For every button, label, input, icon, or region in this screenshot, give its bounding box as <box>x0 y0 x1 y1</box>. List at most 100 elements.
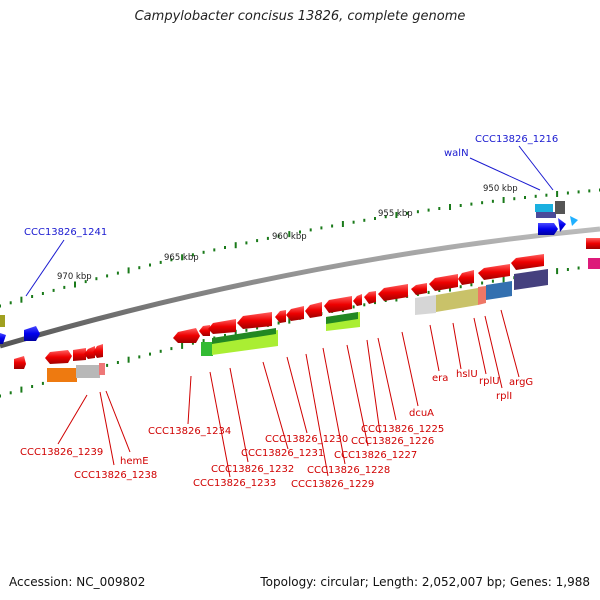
scale-minor-tick <box>309 228 312 232</box>
gene-label-heme[interactable]: hemE <box>120 456 149 467</box>
scale-minor-tick <box>224 246 226 249</box>
scale-minor-tick <box>31 385 34 388</box>
gene-feature[interactable] <box>536 212 556 218</box>
scale-major-tick <box>20 386 23 393</box>
scale-major-tick <box>181 342 184 349</box>
reverse-gene[interactable] <box>586 238 600 249</box>
reverse-gene[interactable] <box>45 350 72 364</box>
scale-minor-tick <box>470 283 473 287</box>
gene-label-ccc13826-1227[interactable]: CCC13826_1227 <box>334 450 417 461</box>
scale-major-tick <box>395 212 398 218</box>
reverse-gene[interactable] <box>84 346 95 359</box>
gene-feature[interactable] <box>212 328 276 344</box>
scale-minor-tick <box>256 326 259 330</box>
reverse-gene[interactable] <box>208 319 236 334</box>
gene-label-ccc13826-1230[interactable]: CCC13826_1230 <box>265 434 348 445</box>
leader-lines <box>25 145 554 478</box>
reverse-gene[interactable] <box>237 312 272 329</box>
gene-label-ccc13826-1233[interactable]: CCC13826_1233 <box>193 478 276 489</box>
gene-feature[interactable] <box>555 201 565 214</box>
reverse-gene[interactable] <box>458 270 474 285</box>
reverse-gene[interactable] <box>364 291 376 304</box>
reverse-gene[interactable] <box>353 294 362 306</box>
reverse-gene[interactable] <box>173 328 200 343</box>
gene-label-ccc13826-1238[interactable]: CCC13826_1238 <box>74 470 157 481</box>
gene-label-ccc13826-1234[interactable]: CCC13826_1234 <box>148 426 231 437</box>
scale-label-970: 970 kbp <box>57 272 92 282</box>
scale-minor-tick <box>299 230 301 234</box>
gene-feature[interactable] <box>570 216 578 226</box>
gene-label-rplu[interactable]: rplU <box>479 376 500 387</box>
forward-gene[interactable] <box>538 223 558 235</box>
gene-label-rpli[interactable]: rplI <box>496 391 512 402</box>
gene-feature[interactable] <box>588 258 600 269</box>
reverse-gene[interactable] <box>478 264 510 280</box>
gene-label-dcua[interactable]: dcuA <box>409 408 434 419</box>
scale-major-tick <box>502 197 505 203</box>
reverse-gene[interactable] <box>429 274 458 291</box>
scale-minor-tick <box>266 236 269 240</box>
scale-minor-tick <box>138 266 141 270</box>
reverse-gene[interactable] <box>73 348 86 361</box>
scale-minor-tick <box>149 263 151 267</box>
gene-feature[interactable] <box>514 269 548 290</box>
scale-minor-tick <box>545 193 548 197</box>
gene-label-ccc13826-1226[interactable]: CCC13826_1226 <box>351 436 434 447</box>
forward-gene[interactable] <box>24 326 40 341</box>
gene-label-ccc13826-1241[interactable]: CCC13826_1241 <box>24 227 107 238</box>
gene-label-ccc13826-1239[interactable]: CCC13826_1239 <box>20 447 103 458</box>
forward-gene[interactable] <box>558 218 566 232</box>
scale-minor-tick <box>566 268 569 271</box>
scale-major-tick <box>502 276 505 283</box>
gene-feature[interactable] <box>326 312 358 324</box>
map-title: Campylobacter concisus 13826, complete g… <box>134 9 466 24</box>
reverse-gene[interactable] <box>378 284 408 301</box>
scale-minor-tick <box>149 352 151 356</box>
gene-feature[interactable] <box>0 315 5 327</box>
gene-feature[interactable] <box>47 368 77 382</box>
gene-label-argg[interactable]: argG <box>509 377 533 388</box>
gene-label-ccc13826-1228[interactable]: CCC13826_1228 <box>307 465 390 476</box>
scale-minor-tick <box>159 260 162 264</box>
scale-minor-tick <box>320 226 323 230</box>
scale-minor-tick <box>95 277 98 281</box>
scale-major-tick <box>127 267 130 274</box>
gene-feature[interactable] <box>436 288 478 312</box>
gene-label-ccc13826-1216[interactable]: CCC13826_1216 <box>475 134 558 145</box>
reverse-gene[interactable] <box>199 325 210 336</box>
gene-label-era[interactable]: era <box>432 373 448 384</box>
gene-feature[interactable] <box>486 281 512 300</box>
gene-label-ccc13826-1229[interactable]: CCC13826_1229 <box>291 479 374 490</box>
gene-label-waln[interactable]: walN <box>444 148 469 159</box>
reverse-gene[interactable] <box>93 344 103 358</box>
scale-major-tick <box>234 329 237 336</box>
genome-summary-text: Topology: circular; Length: 2,052,007 bp… <box>260 575 590 589</box>
scale-minor-tick <box>459 285 462 289</box>
scale-minor-tick <box>352 305 355 309</box>
gene-feature[interactable] <box>415 295 436 315</box>
gene-label-ccc13826-1225[interactable]: CCC13826_1225 <box>361 424 444 435</box>
reverse-gene[interactable] <box>411 283 427 295</box>
accession-text: Accession: NC_009802 <box>9 575 146 589</box>
gene-feature[interactable] <box>76 365 100 378</box>
reverse-gene[interactable] <box>14 356 26 369</box>
scale-minor-tick <box>41 292 44 295</box>
reverse-gene[interactable] <box>324 296 352 313</box>
scale-major-tick <box>449 285 451 292</box>
scale-minor-tick <box>577 190 580 194</box>
gene-feature[interactable] <box>535 204 553 212</box>
forward-gene[interactable] <box>0 333 6 344</box>
gene-feature[interactable] <box>478 286 486 305</box>
scale-minor-tick <box>534 194 537 198</box>
gene-label-ccc13826-1231[interactable]: CCC13826_1231 <box>241 448 324 459</box>
reverse-gene[interactable] <box>511 254 544 270</box>
gene-feature[interactable] <box>201 342 213 356</box>
reverse-gene[interactable] <box>286 306 304 321</box>
reverse-gene[interactable] <box>275 310 286 323</box>
scale-label-960: 960 kbp <box>272 232 307 242</box>
gene-label-ccc13826-1232[interactable]: CCC13826_1232 <box>211 464 294 475</box>
gene-label-hslu[interactable]: hslU <box>456 369 478 380</box>
gene-feature[interactable] <box>99 363 105 375</box>
reverse-gene[interactable] <box>305 302 322 318</box>
scale-minor-tick <box>363 303 366 307</box>
